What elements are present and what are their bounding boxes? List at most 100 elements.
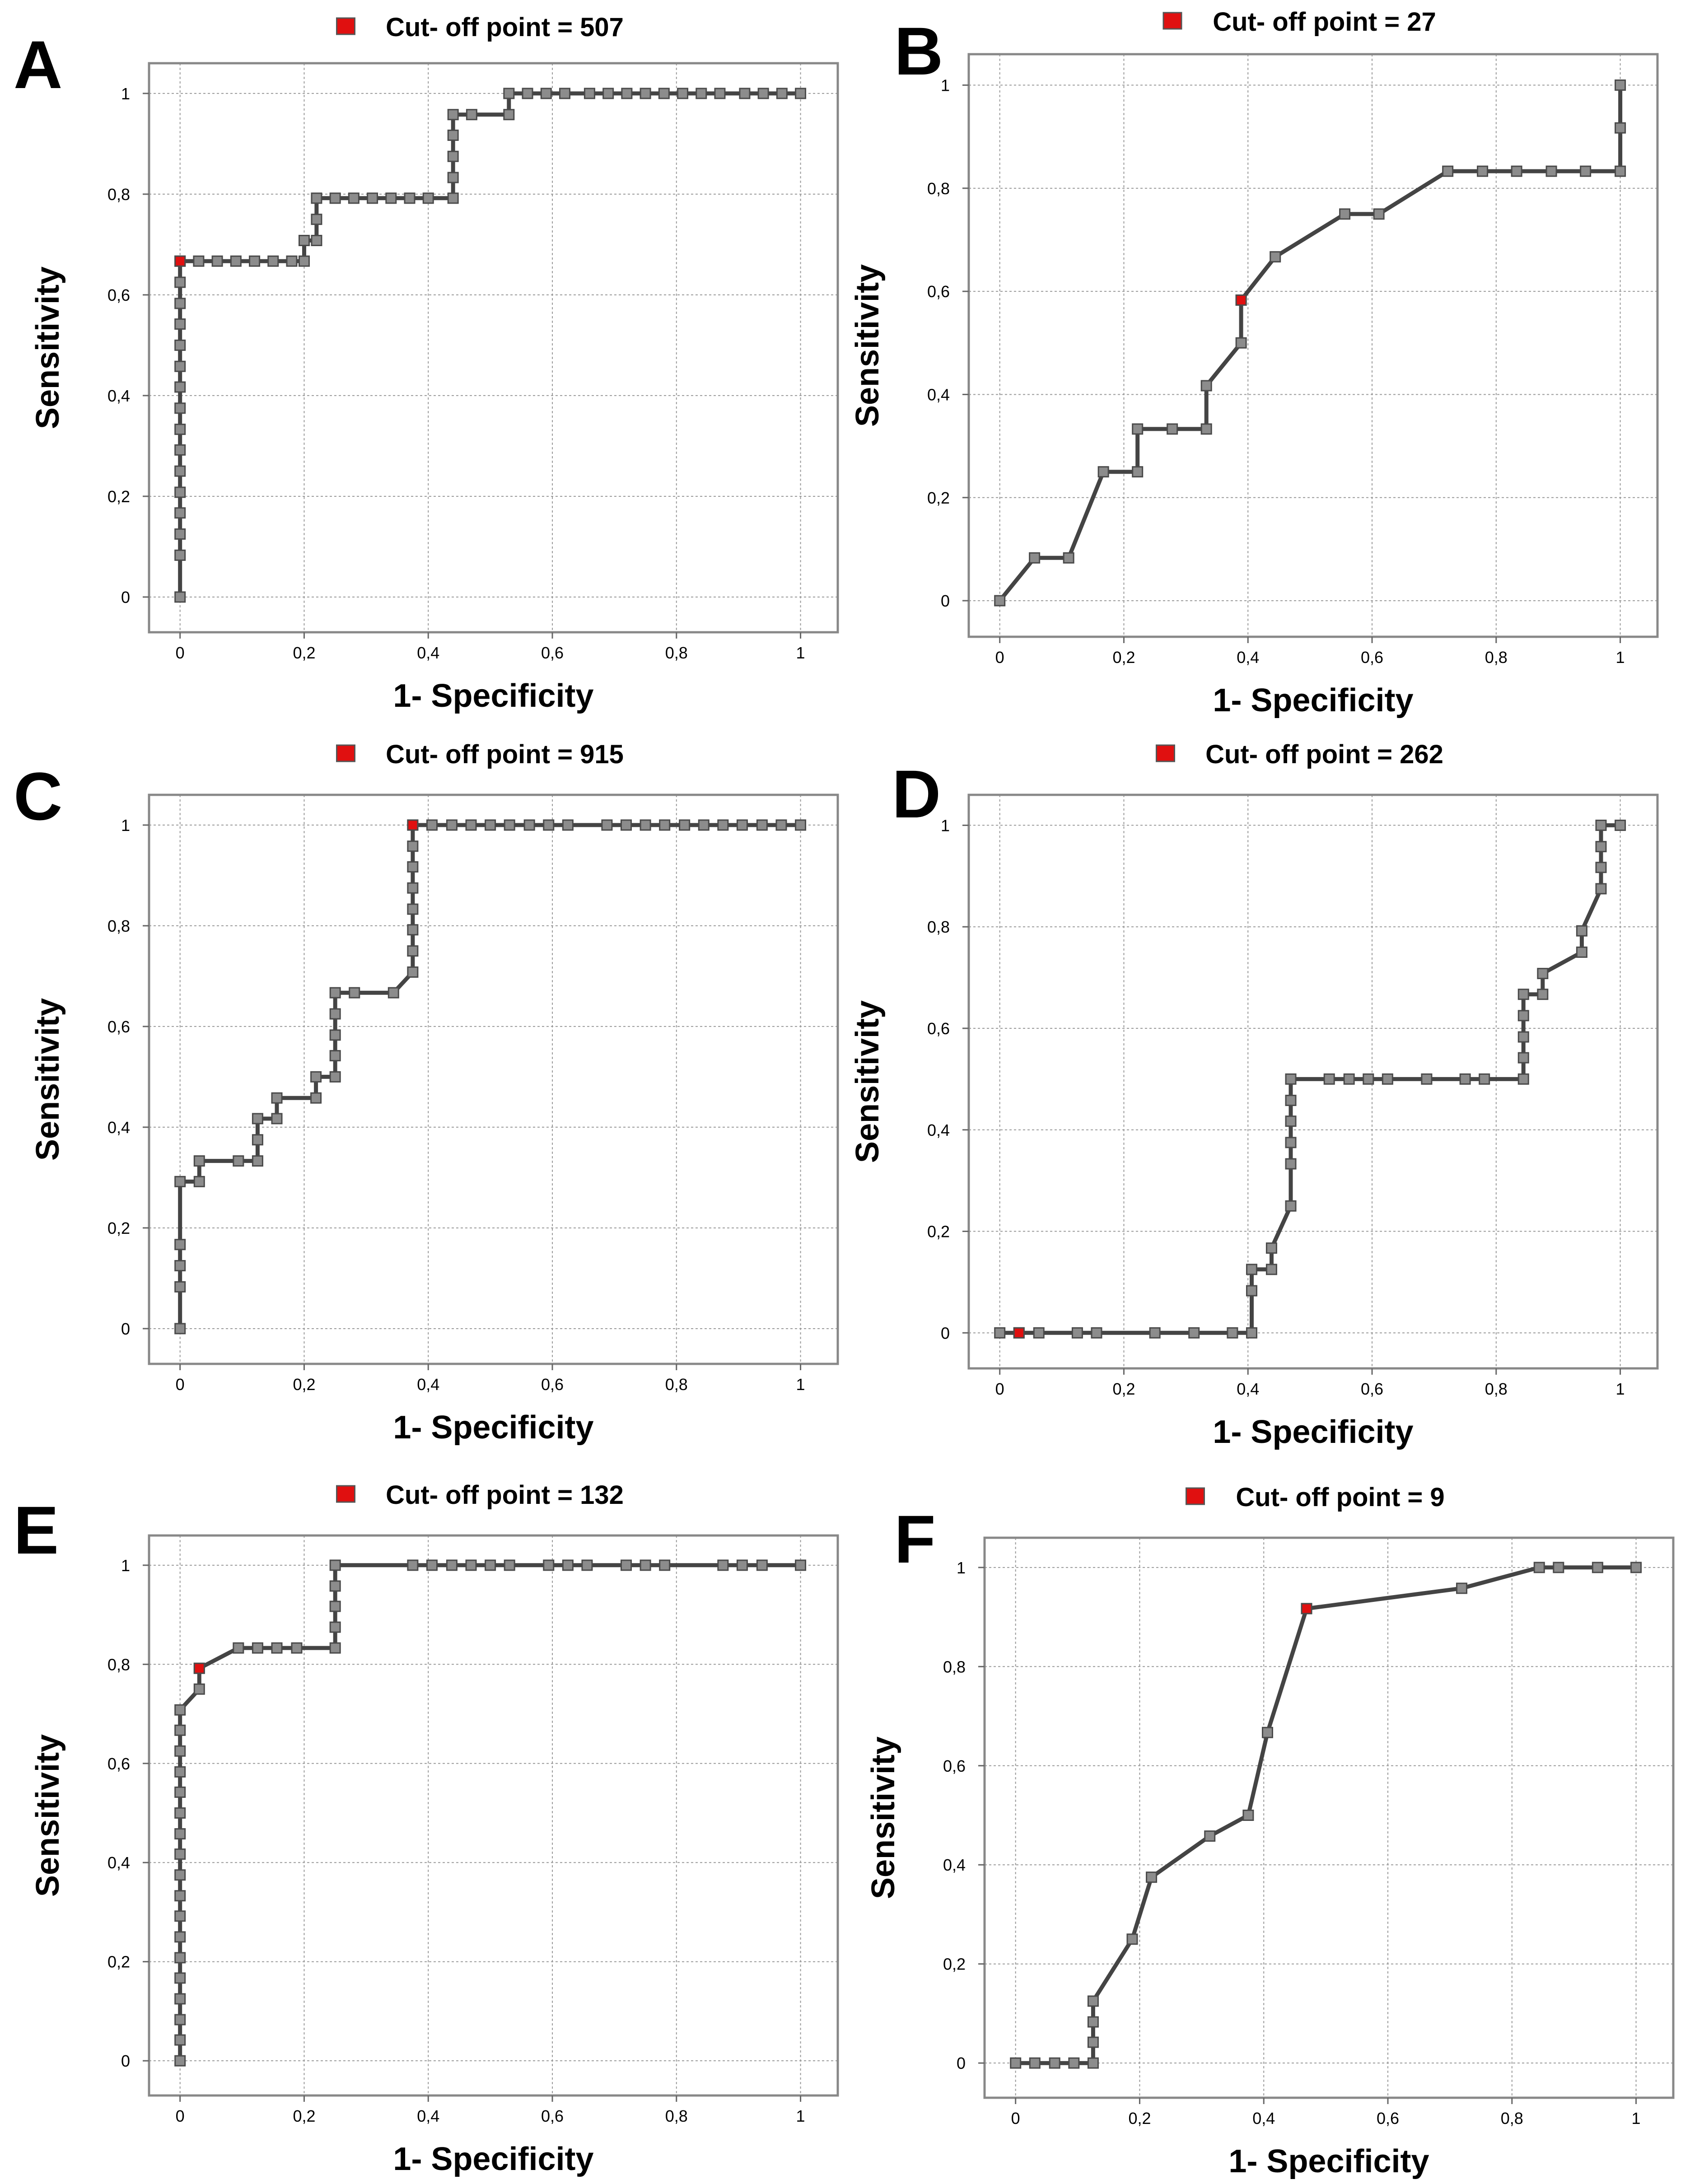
roc-point-a-25 bbox=[311, 214, 322, 225]
x-tick-label-f-4: 0,8 bbox=[1501, 2109, 1523, 2128]
roc-point-a-24 bbox=[311, 234, 322, 246]
y-axis-title-e: Sensitivity bbox=[30, 1734, 66, 1897]
roc-point-c-34 bbox=[504, 819, 515, 831]
roc-panel-e: E Cut- off point = 132 0 0,2 0,4 0,6 0,8 1 0 0,2 0… bbox=[14, 1480, 839, 2177]
panel-letter-e: E bbox=[14, 1492, 59, 1568]
x-tick-label-a-3: 0,6 bbox=[541, 644, 564, 662]
roc-point-d-32 bbox=[1537, 968, 1549, 980]
y-tick-label-e-3: 0,6 bbox=[107, 1755, 130, 1773]
y-tick-label-a-2: 0,4 bbox=[107, 387, 130, 405]
y-tick-label-f-2: 0,4 bbox=[943, 1856, 966, 1874]
roc-point-c-40 bbox=[640, 819, 651, 831]
roc-point-c-33 bbox=[485, 819, 496, 831]
x-tick-label-b-4: 0,8 bbox=[1485, 648, 1508, 667]
y-tick-label-e-4: 0,8 bbox=[107, 1655, 130, 1674]
roc-curve-d bbox=[999, 823, 1620, 1335]
y-tick-label-f-4: 0,8 bbox=[943, 1657, 966, 1676]
roc-point-a-46 bbox=[621, 88, 633, 99]
roc-point-b-2 bbox=[1063, 552, 1074, 564]
roc-point-e-33 bbox=[485, 1559, 496, 1571]
roc-point-c-38 bbox=[601, 819, 613, 831]
roc-panel-f: F Cut- off point = 9 0 0,2 0,4 0,6 0,8 1 0 0,2 0,4… bbox=[865, 1483, 1675, 2179]
x-tick-label-a-0: 0 bbox=[176, 644, 185, 662]
x-tick-label-c-5: 1 bbox=[796, 1375, 805, 1394]
roc-curve-f bbox=[1015, 1565, 1636, 2065]
roc-point-a-14 bbox=[174, 276, 186, 288]
roc-point-e-12 bbox=[174, 1807, 186, 1819]
roc-point-d-19 bbox=[1323, 1073, 1335, 1085]
roc-point-c-2 bbox=[174, 1260, 186, 1272]
roc-point-e-14 bbox=[174, 1766, 186, 1778]
cutoff-label-f: Cut- off point = 9 bbox=[1236, 1483, 1444, 1512]
roc-point-c-27 bbox=[407, 861, 419, 873]
x-tick-label-f-2: 0,4 bbox=[1252, 2109, 1275, 2128]
roc-point-c-30 bbox=[426, 819, 438, 831]
roc-point-e-31 bbox=[446, 1559, 458, 1571]
roc-point-e-6 bbox=[174, 1931, 186, 1943]
roc-point-e-13 bbox=[174, 1786, 186, 1798]
x-axis-title-f: 1- Specificity bbox=[1228, 2143, 1429, 2179]
roc-point-f-8 bbox=[1126, 1933, 1138, 1945]
y-axis-title-b: Sensitivity bbox=[850, 264, 886, 427]
roc-point-e-24 bbox=[329, 1642, 341, 1654]
y-tick-label-a-3: 0,6 bbox=[107, 286, 130, 304]
cutoff-legend-swatch-e bbox=[336, 1485, 355, 1503]
y-axis-title-d: Sensitivity bbox=[850, 1000, 886, 1163]
y-tick-label-d-0: 0 bbox=[941, 1324, 950, 1342]
roc-point-c-42 bbox=[679, 819, 691, 831]
roc-point-e-35 bbox=[543, 1559, 555, 1571]
roc-panel-c: C Cut- off point = 915 0 0,2 0,4 0,6 0,8 1 0 0,2 0… bbox=[14, 740, 839, 1446]
roc-point-e-17 bbox=[174, 1704, 186, 1716]
x-axis-title-a: 1- Specificity bbox=[393, 678, 593, 714]
cutoff-point-f bbox=[1301, 1603, 1312, 1615]
y-axis-title-a: Sensitivity bbox=[30, 266, 66, 429]
roc-point-f-4 bbox=[1087, 2057, 1099, 2069]
y-tick-label-c-4: 0,8 bbox=[107, 917, 130, 935]
cutoff-legend-swatch-b bbox=[1162, 12, 1182, 30]
y-tick-label-c-1: 0,2 bbox=[107, 1219, 130, 1237]
cutoff-label-e: Cut- off point = 132 bbox=[386, 1480, 624, 1510]
roc-point-c-16 bbox=[329, 1050, 341, 1062]
roc-point-c-10 bbox=[252, 1113, 263, 1125]
roc-point-e-40 bbox=[659, 1559, 671, 1571]
roc-point-b-9 bbox=[1235, 337, 1247, 349]
x-axis-title-e: 1- Specificity bbox=[393, 2141, 593, 2177]
roc-panel-b: B Cut- off point = 27 0 0,2 0,4 0,6 0,8 1 0 0,2 0,… bbox=[850, 7, 1659, 719]
roc-point-c-37 bbox=[562, 819, 574, 831]
roc-point-a-49 bbox=[677, 88, 689, 99]
x-tick-label-c-4: 0,8 bbox=[665, 1375, 688, 1394]
roc-point-d-12 bbox=[1265, 1242, 1277, 1254]
x-tick-label-e-0: 0 bbox=[176, 2107, 185, 2125]
roc-point-d-28 bbox=[1517, 1031, 1529, 1043]
roc-point-e-30 bbox=[426, 1559, 438, 1571]
plot-frame-b bbox=[967, 53, 1659, 638]
roc-point-a-7 bbox=[174, 424, 186, 435]
roc-point-e-37 bbox=[581, 1559, 593, 1571]
cutoff-label-b: Cut- off point = 27 bbox=[1213, 7, 1436, 37]
roc-point-e-44 bbox=[795, 1559, 807, 1571]
roc-point-a-6 bbox=[174, 444, 186, 456]
y-tick-label-f-1: 0,2 bbox=[943, 1955, 966, 1974]
roc-point-c-25 bbox=[407, 903, 419, 915]
x-tick-label-e-5: 1 bbox=[796, 2107, 805, 2125]
y-axis-title-c: Sensitivity bbox=[30, 998, 66, 1161]
roc-point-a-31 bbox=[404, 192, 415, 204]
roc-point-c-22 bbox=[407, 966, 419, 978]
panel-letter-f: F bbox=[894, 1501, 936, 1577]
roc-point-d-33 bbox=[1576, 946, 1587, 958]
roc-point-d-15 bbox=[1285, 1137, 1297, 1148]
roc-point-c-41 bbox=[659, 819, 671, 831]
roc-point-e-36 bbox=[562, 1559, 574, 1571]
roc-point-b-12 bbox=[1339, 208, 1351, 220]
cutoff-legend-swatch-c bbox=[336, 744, 355, 762]
roc-point-f-1 bbox=[1029, 2057, 1041, 2069]
roc-point-a-43 bbox=[559, 88, 570, 99]
roc-point-d-14 bbox=[1285, 1158, 1297, 1170]
roc-point-e-26 bbox=[329, 1601, 341, 1612]
roc-point-d-36 bbox=[1595, 862, 1607, 873]
roc-point-b-18 bbox=[1580, 165, 1592, 177]
y-tick-label-c-3: 0,6 bbox=[107, 1017, 130, 1036]
cutoff-point-a bbox=[174, 255, 186, 267]
roc-point-d-29 bbox=[1517, 1010, 1529, 1022]
